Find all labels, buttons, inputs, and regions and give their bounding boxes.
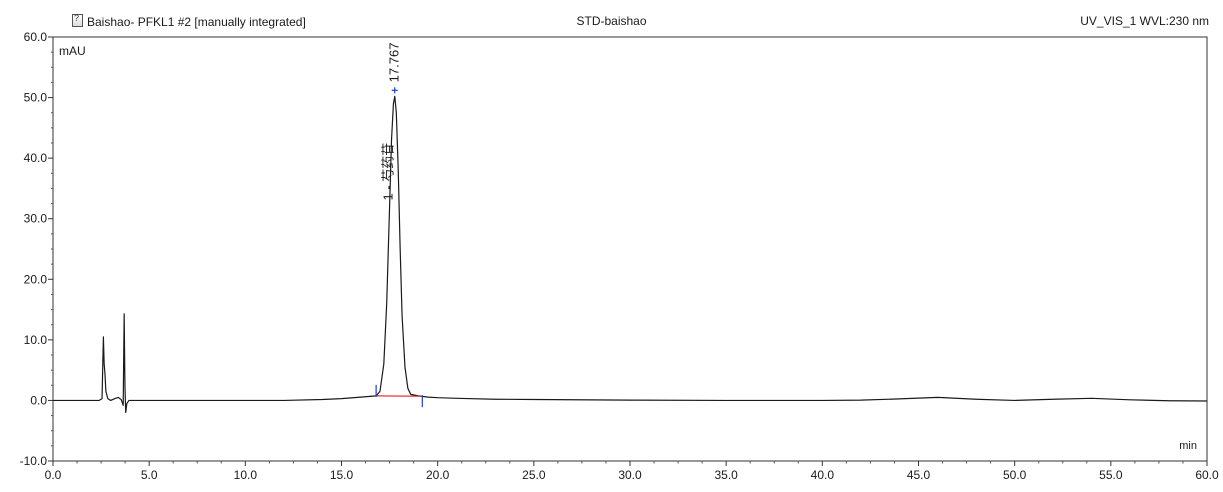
x-tick-label: 5.0 (141, 468, 158, 482)
y-tick-label: 30.0 (24, 212, 48, 226)
x-tick-label: 0.0 (45, 468, 62, 482)
x-tick-label: 30.0 (618, 468, 642, 482)
series-layer (53, 95, 1208, 414)
y-tick-label: 10.0 (24, 333, 48, 347)
x-tick-label: 50.0 (1003, 468, 1027, 482)
y-tick-label: 50.0 (24, 91, 48, 105)
sample-name-text: Baishao- PFKL1 #2 [manually integrated] (87, 15, 306, 29)
y-axis: -10.0 0.0 10.0 20.0 30.0 40.0 50.0 60.0 (20, 30, 53, 468)
x-tick-label: 35.0 (714, 468, 738, 482)
document-icon (72, 13, 83, 27)
y-axis-label: mAU (59, 44, 86, 58)
x-tick-label: 15.0 (330, 468, 354, 482)
annotation-layer: 17.767 1 - 芍药苷 (375, 43, 423, 408)
x-axis: 0.0 5.0 10.0 15.0 20.0 25.0 30.0 35.0 40.0 45.0 50… (45, 461, 1219, 482)
peak-name-label: 1 - 芍药苷 (381, 143, 396, 201)
x-tick-label: 20.0 (426, 468, 450, 482)
peak-retention-label: 17.767 (387, 43, 402, 83)
y-tick-label: -10.0 (20, 454, 48, 468)
x-tick-label: 40.0 (811, 468, 835, 482)
y-tick-label: 60.0 (24, 30, 48, 44)
y-tick-label: 40.0 (24, 151, 48, 165)
x-tick-label: 10.0 (234, 468, 258, 482)
x-tick-label: 55.0 (1099, 468, 1123, 482)
plot-frame (52, 36, 1208, 462)
x-tick-label: 25.0 (522, 468, 546, 482)
x-axis-label: min (1179, 440, 1197, 452)
header-channel-label: UV_VIS_1 WVL:230 nm (1080, 14, 1209, 28)
header-sample-label: Baishao- PFKL1 #2 [manually integrated] (72, 13, 306, 29)
header-method-label: STD-baishao (576, 14, 647, 28)
x-tick-label: 60.0 (1195, 468, 1219, 482)
x-tick-label: 45.0 (907, 468, 931, 482)
series-line-1 (53, 95, 1208, 414)
y-tick-label: 0.0 (30, 393, 47, 407)
y-tick-label: 20.0 (24, 272, 48, 286)
